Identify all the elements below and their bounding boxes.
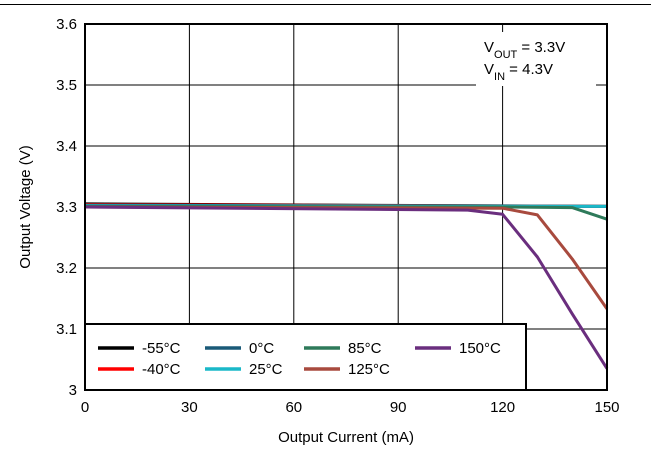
legend-label: 85°C xyxy=(348,340,382,357)
x-tick-label: 60 xyxy=(285,399,302,416)
legend: -55°C 0°C 85°C 150°C -40°C 25°C 125°C xyxy=(84,323,527,391)
legend-label: 25°C xyxy=(249,361,283,378)
y-tick-label: 3.5 xyxy=(56,77,77,94)
legend-label: 125°C xyxy=(348,361,390,378)
y-tick-label: 3.6 xyxy=(56,16,77,33)
x-tick-label: 150 xyxy=(594,399,619,416)
x-tick-label: 30 xyxy=(181,399,198,416)
conditions-annotation: VOUT = 3.3V VIN = 4.3V xyxy=(476,32,596,86)
legend-box xyxy=(84,323,527,391)
x-tick-label: 0 xyxy=(81,399,89,416)
legend-label: -40°C xyxy=(142,361,181,378)
x-axis-title: Output Current (mA) xyxy=(278,429,414,446)
y-axis-title: Output Voltage (V) xyxy=(17,145,34,268)
series-lines xyxy=(84,202,609,370)
legend-label: 0°C xyxy=(249,340,274,357)
x-tick-label: 120 xyxy=(490,399,515,416)
legend-label: 150°C xyxy=(459,340,501,357)
y-tick-label: 3.1 xyxy=(56,321,77,338)
legend-label: -55°C xyxy=(142,340,181,357)
y-tick-label: 3.4 xyxy=(56,138,77,155)
y-tick-label: 3 xyxy=(69,382,77,399)
y-tick-label: 3.3 xyxy=(56,199,77,216)
series-line-6 xyxy=(84,205,609,370)
tick-labels: 0 30 60 90 120 150 3 3.1 3.2 3.3 3.4 3.5 3.6 xyxy=(56,16,619,416)
x-tick-label: 90 xyxy=(390,399,407,416)
vout-annotation: VOUT = 3.3V xyxy=(484,39,565,61)
y-tick-label: 3.2 xyxy=(56,260,77,277)
annotation-background xyxy=(476,32,596,86)
vin-annotation: VIN = 4.3V xyxy=(484,61,553,83)
